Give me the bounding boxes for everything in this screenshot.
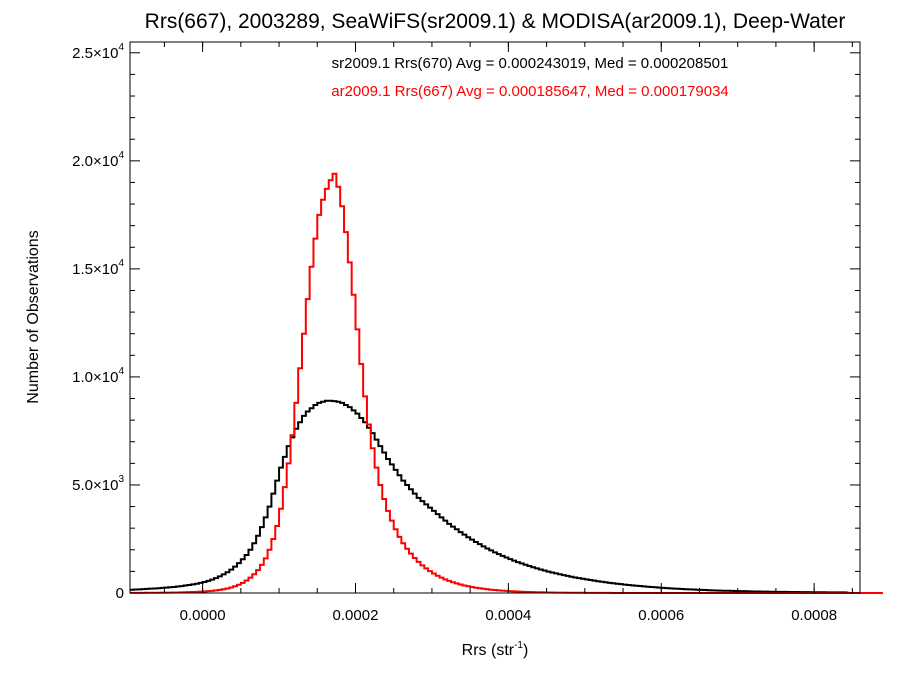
y-tick-label: 2.5×104 — [72, 42, 124, 62]
plot-frame — [129, 41, 861, 594]
x-tick-label: 0.0008 — [791, 607, 837, 624]
x-axis-label-superscript: -1 — [514, 640, 523, 651]
x-tick-label: 0.0006 — [638, 607, 684, 624]
series-line-1 — [130, 399, 849, 594]
annotation-sr2009: sr2009.1 Rrs(670) Avg = 0.000243019, Med… — [332, 55, 729, 72]
y-tick-label: 1.5×104 — [72, 258, 124, 278]
x-tick-label: 0.0004 — [485, 607, 531, 624]
x-axis: 0.0000 0.0002 0.0004 0.0006 0.0008 — [163, 42, 853, 624]
chart-title: Rrs(667), 2003289, SeaWiFS(sr2009.1) & M… — [145, 10, 846, 33]
y-tick-label: 2.0×104 — [72, 150, 124, 170]
series-line-2 — [130, 172, 883, 594]
x-tick-label: 0.0002 — [333, 607, 379, 624]
y-tick-label: 5.0×103 — [72, 474, 124, 494]
y-axis-label: Number of Observations — [25, 230, 42, 403]
y-tick-label: 1.0×104 — [72, 366, 124, 386]
x-tick-label: 0.0000 — [180, 607, 226, 624]
y-tick-label: 0 — [116, 585, 124, 602]
annotation-ar2009: ar2009.1 Rrs(667) Avg = 0.000185647, Med… — [331, 83, 729, 100]
series-layer — [130, 172, 883, 594]
y-axis: 0 5.0×103 1.0×104 1.5×104 2.0×104 2.5×104 — [72, 42, 860, 602]
x-axis-label-main: Rrs (str — [462, 642, 515, 659]
x-axis-label: Rrs (str-1) — [462, 640, 529, 659]
x-axis-label-end: ) — [523, 642, 528, 659]
